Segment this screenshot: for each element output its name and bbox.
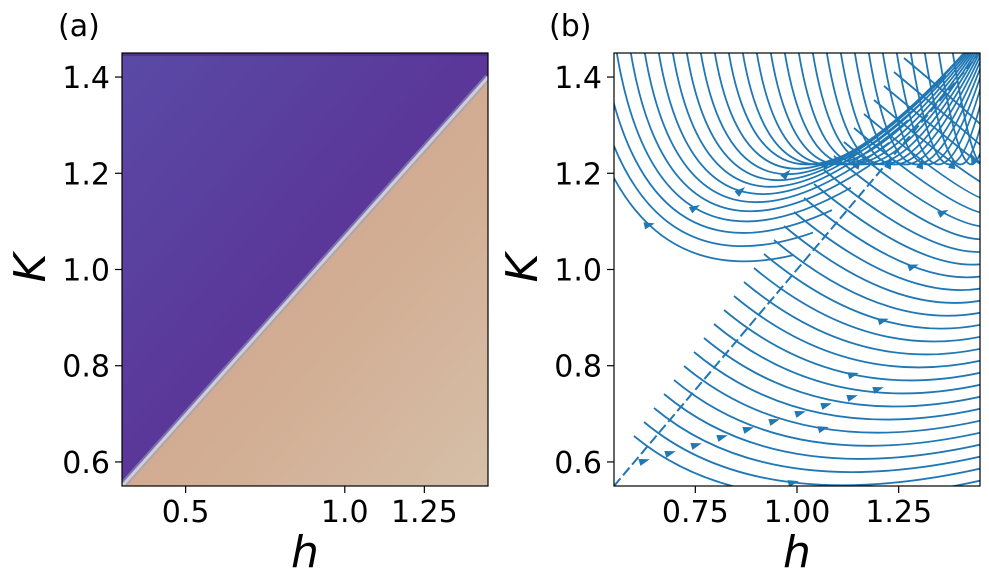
stream-line xyxy=(703,337,980,408)
stream-arrow xyxy=(907,264,919,272)
panel-a: (a) 0.5 1.0 1.25 0.6 0.8 1.0 1.2 1.4 h K xyxy=(5,9,489,578)
x-tick-label: 1.25 xyxy=(865,495,932,530)
y-tick-label: 0.8 xyxy=(62,350,110,385)
stream-line xyxy=(833,155,980,241)
y-tick-label: 0.6 xyxy=(554,446,602,481)
stream-line xyxy=(895,53,980,166)
stream-arrow xyxy=(688,204,700,214)
stream-line xyxy=(663,393,980,460)
stream-line xyxy=(755,53,971,166)
stream-arrow xyxy=(820,402,832,410)
panel-a-ylabel: K xyxy=(5,250,56,282)
stream-line xyxy=(614,175,795,263)
stream-line xyxy=(683,365,980,434)
stream-line xyxy=(863,113,980,199)
y-tick-label: 0.8 xyxy=(554,350,602,385)
stream-line xyxy=(823,169,980,253)
panel-a-xlabel: h xyxy=(291,527,319,578)
y-tick-label: 1.2 xyxy=(62,157,110,192)
stream-arrow xyxy=(780,169,791,181)
stream-line xyxy=(783,225,980,304)
stream-line xyxy=(853,127,980,214)
stream-arrow xyxy=(643,222,655,230)
stream-arrow xyxy=(877,318,889,326)
stream-arrow xyxy=(742,426,754,434)
stream-line xyxy=(673,379,980,447)
stream-arrow xyxy=(970,152,979,165)
stream-line xyxy=(813,183,980,266)
stream-line xyxy=(614,143,814,248)
stream-arrow xyxy=(794,410,806,418)
stream-line xyxy=(733,295,980,369)
stream-line xyxy=(753,267,980,343)
stream-line xyxy=(903,57,980,126)
x-tick-label: 0.5 xyxy=(162,495,210,530)
y-tick-label: 1.2 xyxy=(554,157,602,192)
stream-line xyxy=(633,435,980,486)
stream-arrow xyxy=(768,418,780,426)
stream-line xyxy=(763,253,980,330)
stream-arrow xyxy=(817,426,829,434)
y-tick-label: 1.4 xyxy=(554,61,602,96)
x-tick-label: 1.00 xyxy=(764,495,831,530)
stream-line xyxy=(743,281,980,356)
panel-b-xlabel: h xyxy=(783,527,811,578)
x-tick-label: 1.0 xyxy=(321,495,369,530)
panel-b-ylabel: K xyxy=(497,250,548,282)
y-tick-label: 1.0 xyxy=(554,254,602,289)
streamplot-area xyxy=(614,53,987,486)
y-tick-label: 1.0 xyxy=(62,254,110,289)
stream-line xyxy=(629,53,871,213)
stream-arrow xyxy=(787,480,799,486)
stream-line xyxy=(951,53,980,165)
stream-arrow xyxy=(734,187,746,197)
stream-line xyxy=(653,407,980,473)
separatrix-line xyxy=(614,53,980,486)
stream-line xyxy=(713,53,966,170)
stream-line xyxy=(773,239,980,317)
stream-line xyxy=(713,323,980,395)
x-tick-label: 1.25 xyxy=(391,495,458,530)
stream-arrow xyxy=(937,209,949,218)
stream-line xyxy=(693,351,980,421)
stream-line xyxy=(893,71,980,146)
top-edge-band xyxy=(122,53,488,56)
stream-arrow xyxy=(846,394,858,402)
y-tick-label: 1.4 xyxy=(62,61,110,96)
stream-arrow xyxy=(980,158,987,169)
stream-line xyxy=(937,53,980,166)
y-tick-label: 0.6 xyxy=(62,446,110,481)
panel-a-ticks: 0.5 1.0 1.25 0.6 0.8 1.0 1.2 1.4 xyxy=(62,61,457,530)
stream-arrow xyxy=(716,434,728,442)
stream-arrow xyxy=(847,372,859,380)
stream-line xyxy=(793,211,980,291)
panel-a-label: (a) xyxy=(58,9,100,44)
stream-arrow xyxy=(638,458,650,466)
stream-line xyxy=(614,100,833,234)
boundary-line xyxy=(122,76,488,486)
stream-line xyxy=(643,53,890,204)
stream-arrow xyxy=(690,442,702,450)
heatmap-area xyxy=(122,53,488,486)
stream-arrow xyxy=(872,386,884,394)
stream-arrow xyxy=(664,450,676,458)
stream-arrow xyxy=(916,158,923,170)
panel-b: (b) 0.75 1.00 1.25 0.6 0.8 1.0 1.2 1.4 h K xyxy=(497,9,987,578)
region-upper-left xyxy=(122,53,488,486)
stream-line xyxy=(873,99,980,183)
x-tick-label: 0.75 xyxy=(662,495,729,530)
panel-b-label: (b) xyxy=(549,9,591,44)
panel-b-ticks: 0.75 1.00 1.25 0.6 0.8 1.0 1.2 1.4 xyxy=(554,61,932,530)
